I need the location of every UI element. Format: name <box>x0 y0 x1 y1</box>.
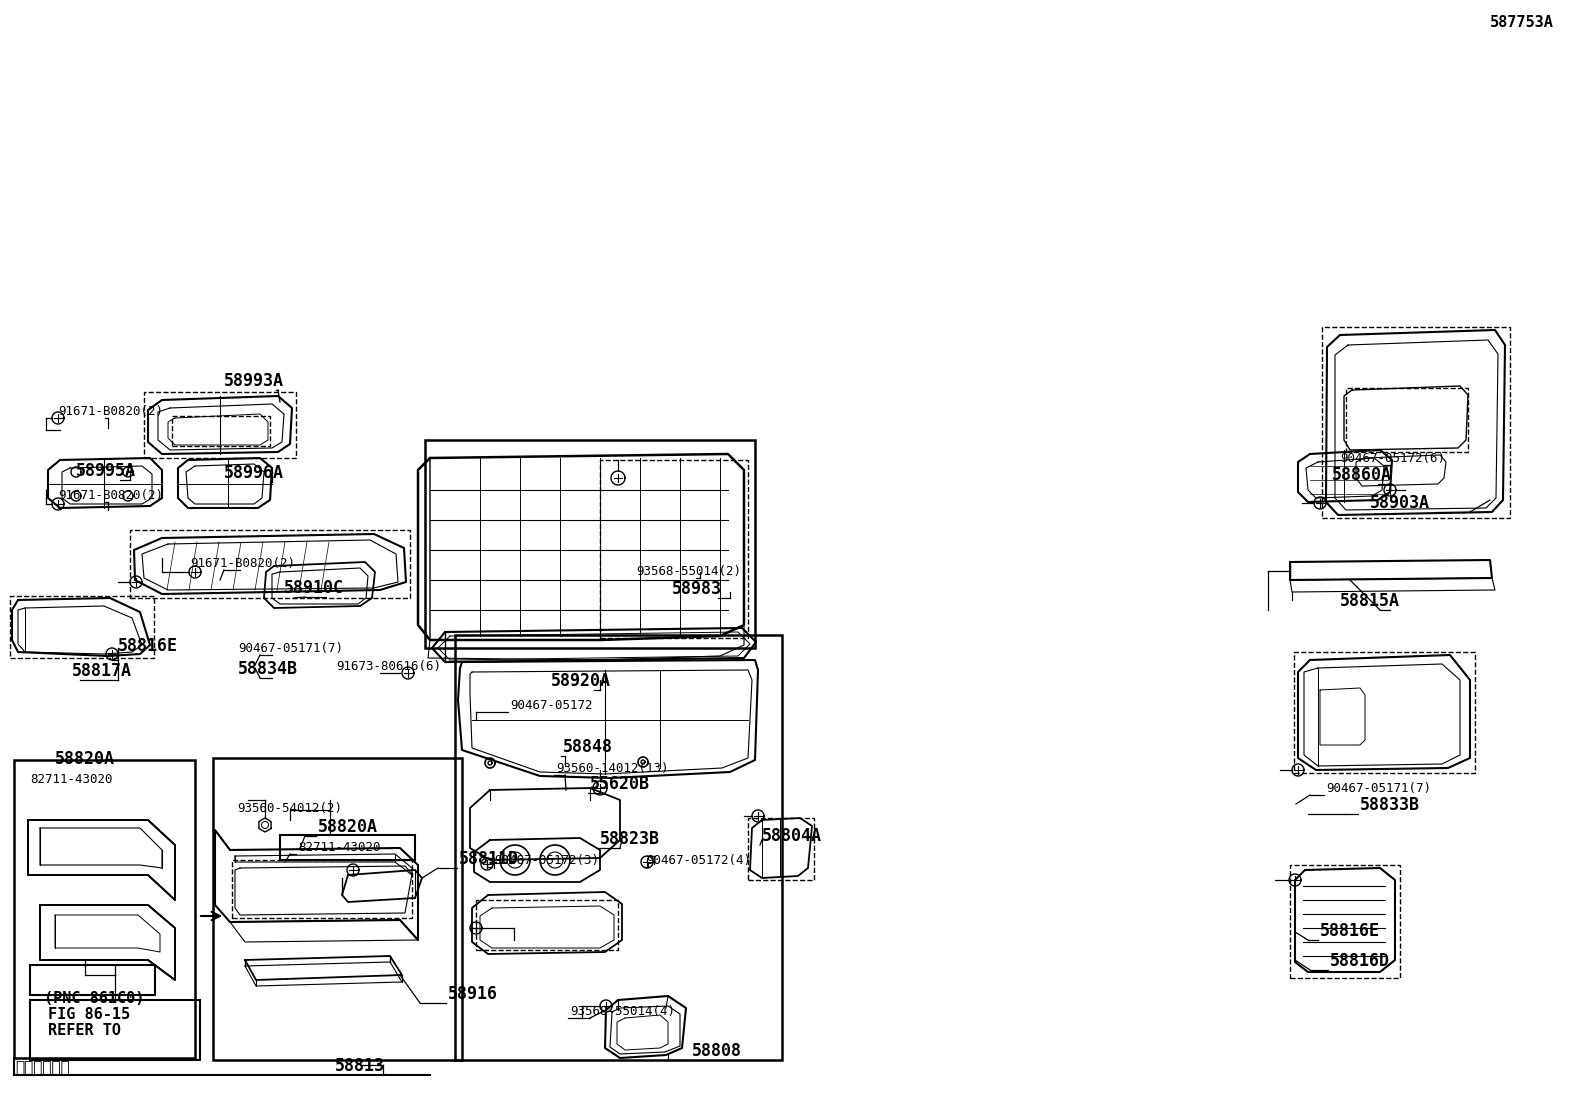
Text: 58910C: 58910C <box>283 579 344 597</box>
Text: 82711-43020: 82711-43020 <box>298 841 380 854</box>
Text: 58916: 58916 <box>447 985 498 1003</box>
Text: 90467-05172(6): 90467-05172(6) <box>1340 452 1446 465</box>
Text: 93560-54012(2): 93560-54012(2) <box>237 802 342 815</box>
Text: 82711-43020: 82711-43020 <box>30 773 113 786</box>
Bar <box>14 761 194 1058</box>
Text: 58816D: 58816D <box>1329 952 1390 970</box>
Bar <box>600 460 748 639</box>
Text: 58808: 58808 <box>693 1042 742 1061</box>
Text: 90467-05171(7): 90467-05171(7) <box>237 642 342 655</box>
Text: (PNC 861C0): (PNC 861C0) <box>45 991 145 1006</box>
Text: 58833B: 58833B <box>1360 796 1420 814</box>
Text: 90467-05171(7): 90467-05171(7) <box>1326 782 1431 795</box>
Bar <box>232 861 412 918</box>
Text: 58815A: 58815A <box>1340 592 1399 610</box>
Text: 91671-B0820(2): 91671-B0820(2) <box>57 406 162 418</box>
Text: 58848: 58848 <box>564 739 613 756</box>
Text: 58816E: 58816E <box>1320 922 1380 940</box>
Bar <box>143 392 296 458</box>
Text: 58820A: 58820A <box>318 818 377 836</box>
Text: 58983: 58983 <box>672 580 723 598</box>
Text: 58996A: 58996A <box>224 464 283 482</box>
Text: 58811D: 58811D <box>458 850 519 868</box>
Bar <box>455 635 782 1061</box>
Bar <box>30 965 154 995</box>
Text: 93568-55014(4): 93568-55014(4) <box>570 1004 675 1018</box>
Text: 58813: 58813 <box>334 1057 385 1075</box>
Text: 55620B: 55620B <box>591 775 650 793</box>
Text: 58860A: 58860A <box>1333 466 1391 484</box>
Text: 587753A: 587753A <box>1490 15 1554 30</box>
Text: 93568-55014(2): 93568-55014(2) <box>635 565 740 578</box>
Bar <box>213 758 462 1061</box>
Text: REFER TO: REFER TO <box>48 1023 121 1037</box>
Text: 93560-14012(13): 93560-14012(13) <box>556 762 669 775</box>
Bar <box>1290 865 1399 978</box>
Text: 58834B: 58834B <box>237 660 298 678</box>
Text: 58903A: 58903A <box>1371 493 1430 512</box>
Bar <box>1321 328 1509 518</box>
Bar <box>476 900 618 950</box>
Text: 91671-B0820(2): 91671-B0820(2) <box>57 489 162 502</box>
Bar <box>10 596 154 658</box>
Text: 58993A: 58993A <box>224 371 283 390</box>
Bar <box>30 1000 201 1061</box>
Text: 58804A: 58804A <box>763 828 821 845</box>
Text: おくだけ充電: おくだけ充電 <box>14 1061 70 1075</box>
Bar <box>1294 652 1476 773</box>
Text: 58920A: 58920A <box>551 671 611 690</box>
Text: 90467-05172: 90467-05172 <box>509 699 592 712</box>
Bar <box>748 818 814 880</box>
Text: 58823B: 58823B <box>600 830 661 848</box>
Text: 58816E: 58816E <box>118 637 178 655</box>
Bar <box>280 835 416 861</box>
Bar <box>425 440 755 648</box>
Bar <box>131 530 411 598</box>
Bar <box>172 417 271 446</box>
Text: 90467-05172(4): 90467-05172(4) <box>646 854 751 867</box>
Text: 58995A: 58995A <box>76 462 135 480</box>
Bar <box>1345 388 1468 452</box>
Text: 58817A: 58817A <box>72 662 132 680</box>
Text: 91671-B0820(2): 91671-B0820(2) <box>189 557 295 570</box>
Text: 58820A: 58820A <box>56 750 115 768</box>
Text: 91673-80616(6): 91673-80616(6) <box>336 660 441 673</box>
Text: 90467-05172(3): 90467-05172(3) <box>494 854 599 867</box>
Text: FIG 86-15: FIG 86-15 <box>48 1007 131 1022</box>
